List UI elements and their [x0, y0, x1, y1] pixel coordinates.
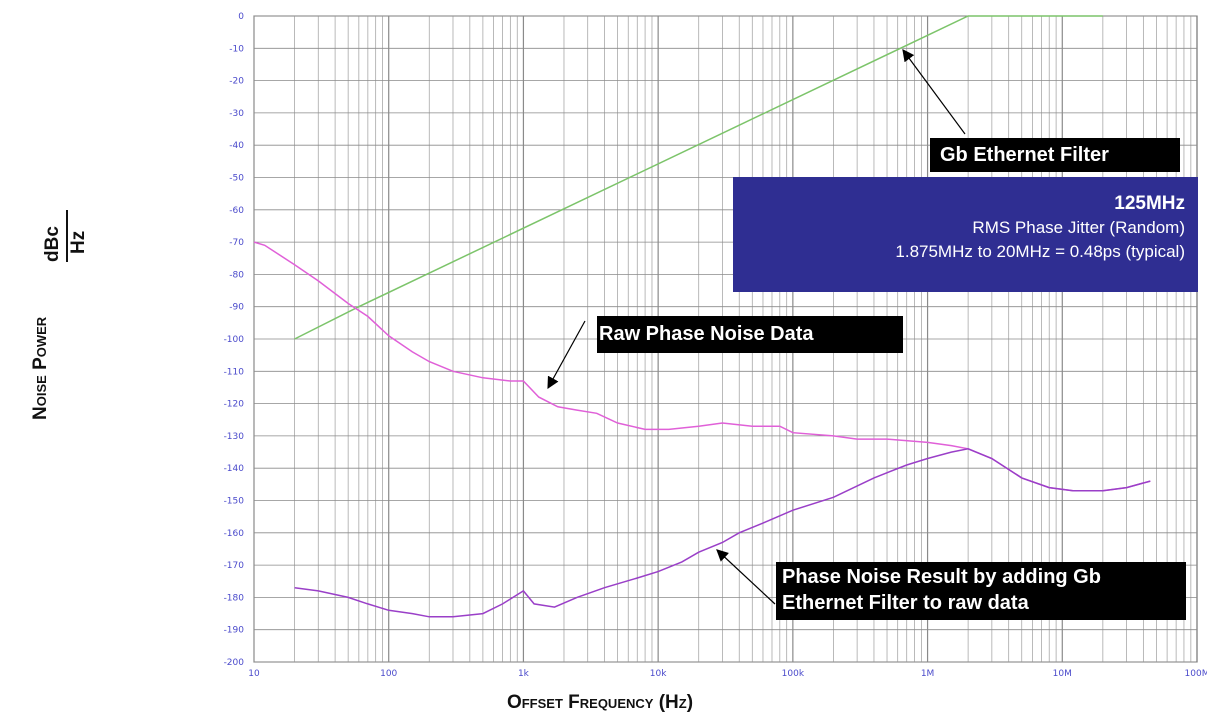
annotation-arrow [547, 320, 586, 390]
annotation-arrow [716, 549, 776, 605]
y-axis-unit-numerator: dBc [42, 226, 63, 262]
y-tick-label: -20 [229, 77, 244, 87]
y-tick-label: -70 [229, 238, 244, 248]
y-tick-label: -150 [224, 497, 245, 507]
y-tick-label: -120 [224, 400, 245, 410]
y-tick-label: -140 [224, 464, 245, 474]
y-tick-label: -190 [224, 626, 245, 636]
x-tick-label: 1M [921, 669, 935, 679]
series-line-2 [294, 448, 1151, 618]
x-tick-label: 10M [1053, 669, 1072, 679]
y-tick-label: -10 [229, 44, 244, 54]
y-tick-label: -180 [224, 593, 245, 603]
y-axis-title: Noise Power [30, 316, 51, 420]
y-axis-unit-denominator: Hz [68, 230, 89, 254]
y-axis-label: Noise Power dBc Hz [22, 0, 89, 722]
series-line-0 [294, 15, 1103, 340]
series-lines [253, 15, 1151, 618]
y-tick-label: -30 [229, 109, 244, 119]
x-tick-label: 100M [1185, 669, 1207, 679]
annotation-phase-noise-result: Phase Noise Result by adding Gb Ethernet… [776, 562, 1186, 620]
x-tick-label: 100 [380, 669, 397, 679]
jitter-info-box: 125MHz RMS Phase Jitter (Random) 1.875MH… [733, 177, 1198, 292]
y-tick-label: -50 [229, 174, 244, 184]
y-tick-label: -130 [224, 432, 245, 442]
info-jitter-title: RMS Phase Jitter (Random) [972, 218, 1185, 237]
y-tick-label: -90 [229, 303, 244, 313]
y-tick-label: -60 [229, 206, 244, 216]
y-axis-unit-fraction-bar [66, 210, 68, 262]
annotation-gb-ethernet-filter: Gb Ethernet Filter [930, 138, 1180, 172]
info-jitter-value: 1.875MHz to 20MHz = 0.48ps (typical) [895, 242, 1185, 261]
x-tick-label: 10 [248, 669, 260, 679]
info-frequency: 125MHz [1114, 193, 1185, 214]
annotation-raw-phase-noise: Raw Phase Noise Data [597, 316, 903, 353]
x-axis-title: Offset Frequency (Hz) [506, 692, 694, 713]
y-tick-label: -160 [224, 529, 245, 539]
y-tick-label: -200 [224, 658, 245, 668]
y-tick-label: -170 [224, 561, 245, 571]
y-tick-label: -100 [224, 335, 245, 345]
y-tick-label: -40 [229, 141, 244, 151]
x-tick-label: 10k [650, 669, 667, 679]
x-tick-label: 100k [782, 669, 805, 679]
x-tick-label: 1k [518, 669, 530, 679]
annotation-arrow [902, 49, 966, 135]
y-tick-label: -80 [229, 270, 244, 280]
tick-labels: 0 -10 -20 -30 -40 -50 -60 -70 -80 -90 -100 -110 -120… [224, 12, 1207, 679]
y-tick-label: -110 [224, 367, 245, 377]
y-tick-label: 0 [238, 12, 244, 22]
annotation-arrows [547, 49, 966, 605]
